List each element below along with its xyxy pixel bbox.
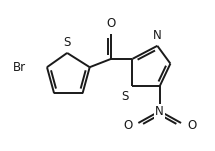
Text: O: O [123,119,132,132]
Text: S: S [63,36,71,49]
Text: O: O [106,17,116,30]
Text: S: S [121,90,128,103]
Text: O: O [187,119,196,132]
Text: Br: Br [12,61,26,74]
Text: N: N [153,29,162,42]
Text: N: N [155,105,164,118]
